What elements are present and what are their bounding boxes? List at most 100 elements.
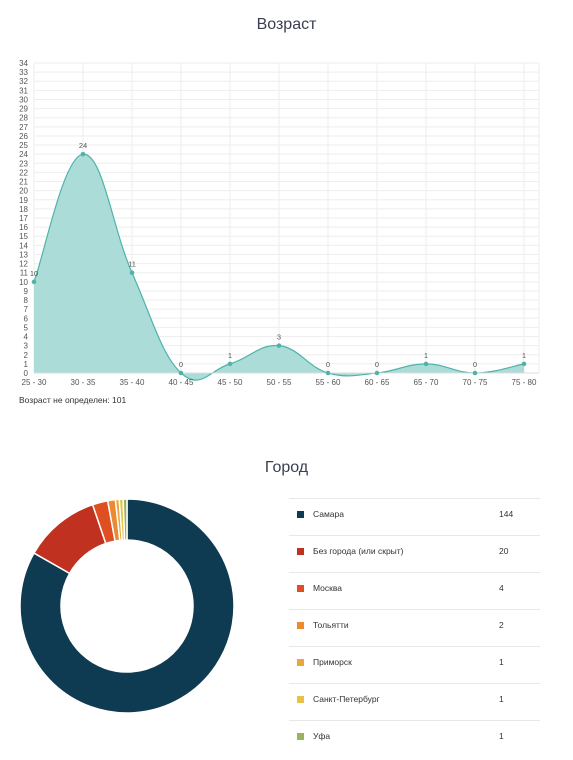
legend-row: Тольятти 2 (289, 609, 540, 646)
data-point (178, 370, 184, 376)
y-tick-label: 33 (19, 68, 28, 77)
y-tick-label: 13 (19, 250, 28, 259)
legend-swatch (297, 696, 304, 703)
legend-swatch (297, 733, 304, 740)
data-point (129, 270, 135, 276)
data-label: 0 (326, 360, 330, 369)
legend-row: Самара 144 (289, 498, 540, 535)
data-point (521, 361, 527, 367)
city-legend-table: Самара 144 Без города (или скрыт) 20 Москва 4… (289, 498, 540, 757)
y-tick-label: 27 (19, 123, 28, 132)
y-tick-label: 28 (19, 114, 28, 123)
legend-row: Уфа 1 (289, 720, 540, 757)
y-tick-label: 0 (24, 369, 29, 378)
y-tick-label: 29 (19, 105, 28, 114)
y-tick-label: 25 (19, 141, 28, 150)
y-tick-label: 22 (19, 168, 28, 177)
legend-swatch (297, 585, 304, 592)
data-label: 1 (228, 351, 232, 360)
y-tick-label: 14 (19, 241, 28, 250)
y-tick-label: 5 (24, 323, 29, 332)
age-chart-title: Возраст (256, 16, 317, 33)
y-tick-label: 20 (19, 187, 28, 196)
y-tick-label: 7 (24, 305, 29, 314)
data-point (325, 370, 331, 376)
city-donut-chart (19, 498, 235, 714)
x-tick-label: 55 - 60 (316, 378, 341, 387)
y-tick-label: 6 (24, 314, 29, 323)
y-tick-label: 30 (19, 95, 28, 104)
donut-slice (122, 498, 128, 541)
y-tick-label: 1 (24, 360, 29, 369)
x-tick-label: 40 - 45 (169, 378, 194, 387)
data-point (276, 343, 282, 348)
y-tick-label: 15 (19, 232, 28, 241)
data-point (227, 361, 233, 367)
legend-label: Уфа (313, 731, 331, 741)
y-tick-label: 3 (24, 342, 29, 351)
legend-label: Москва (313, 583, 343, 593)
legend-swatch (297, 659, 304, 666)
x-tick-label: 70 - 75 (463, 378, 488, 387)
legend-row: Без города (или скрыт) 20 (289, 535, 540, 572)
x-tick-label: 50 - 55 (267, 378, 292, 387)
data-label: 0 (473, 360, 477, 369)
legend-swatch (297, 622, 304, 629)
legend-value: 1 (499, 657, 504, 667)
y-tick-label: 26 (19, 132, 28, 141)
y-tick-label: 19 (19, 196, 28, 205)
data-label: 3 (277, 333, 281, 342)
legend-label: Тольятти (313, 620, 349, 630)
data-point (80, 151, 86, 157)
y-tick-label: 21 (19, 178, 28, 187)
age-area-chart: 0123456789101112131415161718192021222324… (19, 59, 540, 387)
donut-slice (19, 498, 235, 714)
x-tick-label: 25 - 30 (22, 378, 47, 387)
data-label: 10 (30, 269, 38, 278)
y-tick-label: 24 (19, 150, 28, 159)
legend-row: Приморск 1 (289, 646, 540, 683)
x-tick-label: 45 - 50 (218, 378, 243, 387)
x-tick-label: 60 - 65 (365, 378, 390, 387)
x-tick-label: 35 - 40 (120, 378, 145, 387)
y-tick-label: 16 (19, 223, 28, 232)
legend-label: Самара (313, 509, 344, 519)
data-point (423, 361, 429, 367)
legend-label: Санкт-Петербург (313, 694, 380, 704)
legend-value: 2 (499, 620, 504, 630)
legend-value: 1 (499, 731, 504, 741)
age-area-fill (34, 154, 524, 381)
data-label: 0 (179, 360, 183, 369)
legend-value: 20 (499, 546, 509, 556)
y-tick-label: 17 (19, 214, 28, 223)
data-label: 0 (375, 360, 379, 369)
x-tick-label: 75 - 80 (512, 378, 537, 387)
data-label: 24 (79, 141, 87, 150)
data-point (31, 279, 37, 285)
y-tick-label: 10 (19, 278, 28, 287)
legend-row: Санкт-Петербург 1 (289, 683, 540, 720)
y-tick-label: 4 (24, 333, 29, 342)
y-tick-label: 31 (19, 86, 28, 95)
legend-value: 144 (499, 509, 514, 519)
x-tick-label: 65 - 70 (414, 378, 439, 387)
y-tick-label: 32 (19, 77, 28, 86)
y-tick-label: 8 (24, 296, 29, 305)
y-tick-label: 23 (19, 159, 28, 168)
legend-label: Без города (или скрыт) (313, 546, 404, 556)
y-tick-label: 18 (19, 205, 28, 214)
y-tick-label: 12 (19, 260, 28, 269)
legend-swatch (297, 511, 304, 518)
data-point (472, 370, 478, 376)
legend-row: Москва 4 (289, 572, 540, 609)
data-label: 11 (128, 260, 136, 269)
data-label: 1 (522, 351, 526, 360)
data-label: 1 (424, 351, 428, 360)
y-tick-label: 34 (19, 59, 28, 68)
age-undetermined-note: Возраст не определен: 101 (19, 395, 127, 405)
y-tick-label: 2 (24, 351, 29, 360)
data-point (374, 370, 380, 376)
legend-value: 4 (499, 583, 504, 593)
y-tick-label: 11 (20, 269, 29, 278)
y-tick-label: 9 (24, 287, 29, 296)
